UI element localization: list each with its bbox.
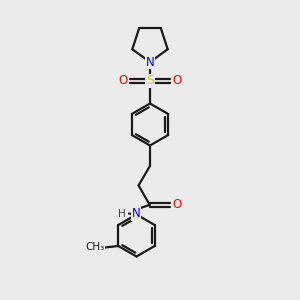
Text: N: N (146, 56, 154, 69)
Text: N: N (131, 207, 140, 220)
Text: CH₃: CH₃ (85, 242, 105, 253)
Text: O: O (172, 198, 181, 212)
Text: O: O (172, 74, 182, 88)
Text: O: O (118, 74, 127, 88)
Text: S: S (146, 74, 154, 88)
Text: H: H (118, 208, 126, 219)
